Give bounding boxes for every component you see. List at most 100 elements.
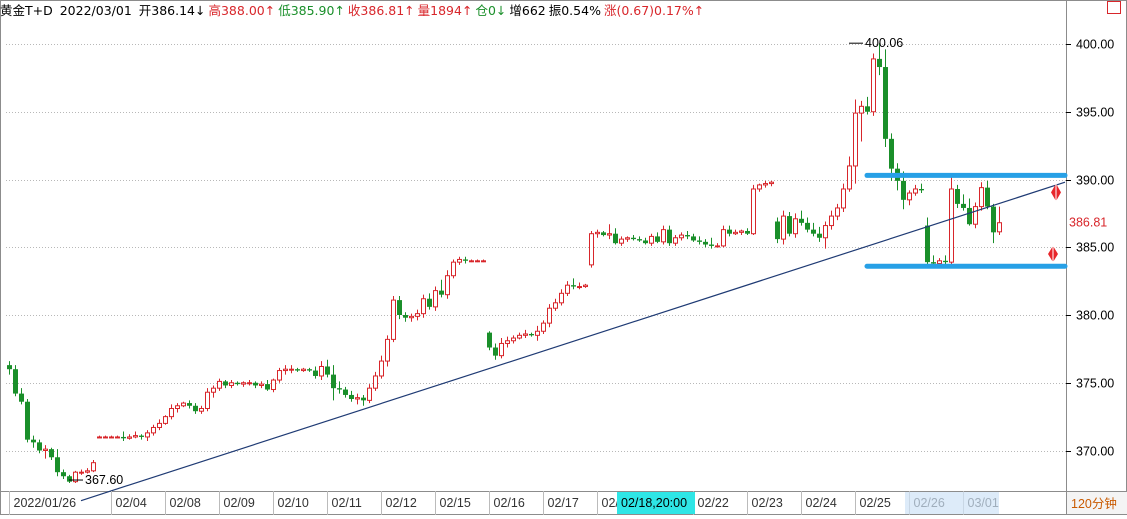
candle-body bbox=[841, 188, 846, 209]
candle-body bbox=[523, 333, 528, 336]
y-tick-label: 400.00 bbox=[1076, 38, 1114, 52]
candle-body bbox=[913, 188, 918, 194]
buy-signal-arrow-icon bbox=[1048, 245, 1058, 263]
candle-body bbox=[655, 236, 660, 242]
candle-body bbox=[565, 284, 570, 294]
candle-body bbox=[487, 332, 492, 348]
candle-body bbox=[325, 366, 330, 375]
square-outline-icon[interactable] bbox=[1107, 1, 1121, 14]
candle-body bbox=[25, 401, 30, 440]
candle-body bbox=[589, 233, 594, 266]
candle-body bbox=[265, 384, 270, 390]
candle-body bbox=[979, 187, 984, 208]
candle-body bbox=[727, 229, 732, 234]
candle-body bbox=[379, 360, 384, 377]
x-tick-label: 02/25 bbox=[860, 496, 891, 510]
candle-body bbox=[7, 365, 12, 370]
candle-body bbox=[421, 298, 426, 315]
candle-body bbox=[151, 426, 156, 434]
period-box[interactable] bbox=[1067, 492, 1127, 514]
candle-body bbox=[31, 439, 36, 443]
max-price-label: 400.06 bbox=[865, 36, 903, 50]
candle-body bbox=[187, 403, 192, 406]
candle-body bbox=[751, 188, 756, 235]
candle-body bbox=[541, 322, 546, 332]
candle-body bbox=[805, 222, 810, 230]
candle-body bbox=[145, 432, 150, 438]
candle-body bbox=[199, 407, 204, 412]
candle-body bbox=[247, 382, 252, 385]
candle-body bbox=[451, 261, 456, 277]
quote-field: 低385.90↑ bbox=[278, 3, 345, 18]
candle-body bbox=[241, 382, 246, 385]
quote-info-bar: 黄金T+D 2022/03/01 开386.14↓ 高388.00↑ 低385.90… bbox=[0, 2, 710, 20]
candle-body bbox=[595, 231, 600, 235]
candle-body bbox=[361, 397, 366, 401]
candle-body bbox=[49, 449, 54, 458]
x-tick-label: 02/11 bbox=[332, 496, 362, 510]
candle-body bbox=[949, 188, 954, 263]
candle-body bbox=[787, 216, 792, 234]
x-tick-label: 2022/01/26 bbox=[14, 496, 77, 510]
candle-body bbox=[445, 275, 450, 296]
candle-body bbox=[457, 258, 462, 263]
candle-body bbox=[169, 407, 174, 418]
quote-field: 高388.00↑ bbox=[208, 3, 276, 18]
candle-body bbox=[481, 260, 486, 263]
candle-body bbox=[517, 334, 522, 339]
candle-body bbox=[775, 221, 780, 240]
candle-body bbox=[427, 298, 432, 307]
candle-body bbox=[769, 181, 774, 185]
candle-body bbox=[391, 299, 396, 340]
y-tick-label: 395.00 bbox=[1076, 106, 1114, 120]
candle-body bbox=[835, 207, 840, 217]
candle-body bbox=[253, 382, 258, 386]
candle-body bbox=[331, 374, 336, 389]
candle-body bbox=[799, 218, 804, 223]
candle-body bbox=[181, 402, 186, 407]
candle-body bbox=[871, 58, 876, 113]
candle-body bbox=[397, 300, 402, 315]
x-tick-label: 02/15 bbox=[440, 496, 471, 510]
quote-field: 涨(0.67)0.17%↑ bbox=[603, 3, 705, 18]
x-tick-label: 02/09 bbox=[224, 496, 255, 510]
candle-body bbox=[901, 180, 906, 200]
quote-field: 量1894↑ bbox=[417, 3, 473, 18]
candle-body bbox=[217, 380, 222, 389]
candle-body bbox=[847, 165, 852, 190]
candle-body bbox=[613, 233, 618, 244]
x-tick-label: 02/24 bbox=[806, 496, 837, 510]
candle-body bbox=[175, 405, 180, 409]
candle-body bbox=[721, 229, 726, 247]
candle-body bbox=[853, 112, 858, 167]
candle-body bbox=[661, 229, 666, 243]
candle-body bbox=[931, 262, 936, 264]
x-tick-label: 02/23 bbox=[752, 496, 783, 510]
candle-body bbox=[925, 225, 930, 263]
candle-body bbox=[559, 292, 564, 304]
candle-body bbox=[313, 370, 318, 376]
candle-body bbox=[97, 436, 102, 439]
candle-body bbox=[685, 235, 690, 237]
candle-body bbox=[133, 435, 138, 438]
candle-body bbox=[553, 302, 558, 309]
candle-body bbox=[79, 471, 84, 474]
candle-body bbox=[649, 235, 654, 244]
candle-body bbox=[157, 422, 162, 428]
y-tick-label: 385.00 bbox=[1076, 241, 1114, 255]
candle-body bbox=[319, 365, 324, 377]
cursor-time-box bbox=[617, 492, 695, 514]
candle-body bbox=[229, 382, 234, 386]
candle-body bbox=[781, 215, 786, 240]
candle-body bbox=[373, 375, 378, 389]
candle-body bbox=[43, 448, 48, 451]
candle-body bbox=[295, 369, 300, 371]
candle-body bbox=[511, 337, 516, 342]
candle-body bbox=[13, 369, 18, 394]
y-tick-label: 375.00 bbox=[1076, 377, 1114, 391]
candle-body bbox=[817, 233, 822, 238]
candle-body bbox=[367, 387, 372, 401]
candle-body bbox=[883, 67, 888, 139]
